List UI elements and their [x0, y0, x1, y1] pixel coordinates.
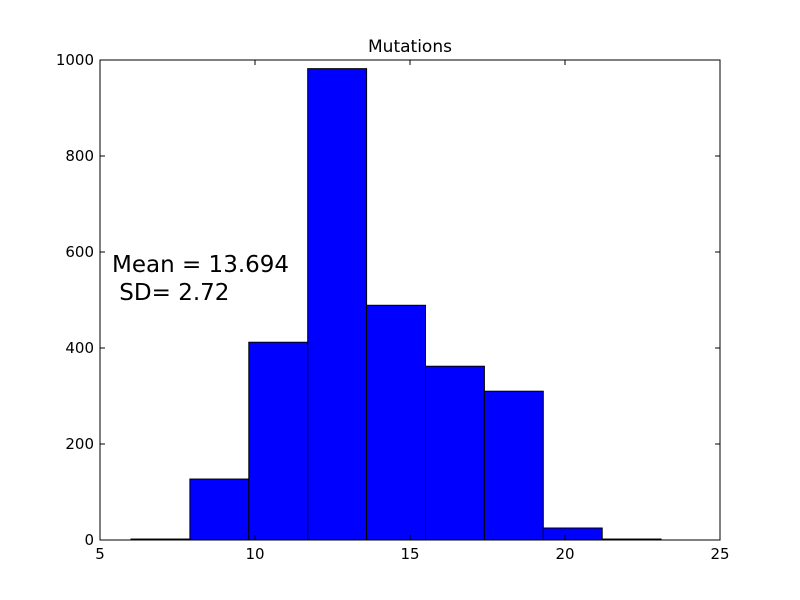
histogram-bar	[248, 341, 309, 541]
stats-annotation: Mean = 13.694 SD= 2.72	[112, 252, 289, 306]
y-tick-label: 200	[65, 435, 94, 453]
x-tick-label: 5	[95, 545, 105, 563]
y-tick-label: 800	[65, 147, 94, 165]
histogram-bar	[425, 365, 485, 541]
bars-layer	[130, 68, 662, 541]
x-tick-label: 25	[710, 545, 729, 563]
histogram-bar	[366, 304, 427, 541]
x-tick-label: 20	[555, 545, 574, 563]
x-tick-label: 15	[400, 545, 419, 563]
y-tick-label: 0	[84, 531, 94, 549]
stats-annotation-text: Mean = 13.694 SD= 2.72	[112, 252, 289, 306]
y-tick-label: 400	[65, 339, 94, 357]
histogram-bar	[483, 390, 544, 541]
ticks-layer: 5 10 15 20 25 0 200 400 600 800 1000	[56, 51, 730, 563]
y-tick-label: 600	[65, 243, 94, 261]
histogram-bar	[542, 527, 603, 541]
histogram-bar	[189, 478, 250, 541]
histogram-bar	[307, 68, 368, 541]
y-tick-label: 1000	[56, 51, 94, 69]
stats-annotation-line: Mean = 13.694	[112, 252, 289, 278]
chart-title: Mutations	[368, 37, 452, 57]
stats-annotation-line: SD= 2.72	[112, 280, 229, 306]
x-tick-label: 10	[245, 545, 264, 563]
